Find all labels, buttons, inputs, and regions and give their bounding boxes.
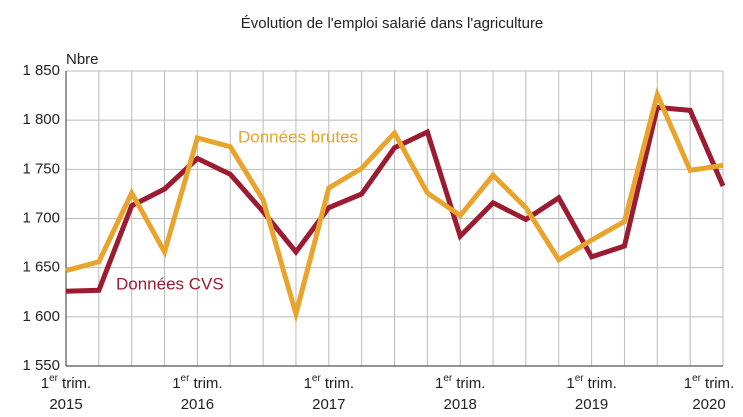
- y-tick-label: 1 750: [22, 160, 60, 177]
- quarter-word: trim.: [456, 375, 485, 392]
- data-line: [65, 104, 726, 294]
- quarter-word: trim.: [325, 375, 354, 392]
- x-tick-label: 2017: [312, 396, 345, 413]
- quarter-suffix: er: [49, 373, 59, 384]
- quarter-word: trim.: [193, 375, 222, 392]
- y-tick-label: 1 700: [22, 209, 60, 226]
- quarter-suffix: er: [692, 373, 702, 384]
- x-tick-label: 2015: [49, 396, 82, 413]
- y-tick-label: 1 800: [22, 111, 60, 128]
- quarter-word: trim.: [705, 375, 734, 392]
- y-tick-label: 1 600: [22, 308, 60, 325]
- quarter-suffix: er: [575, 373, 585, 384]
- quarter-number: 1: [41, 375, 49, 392]
- x-tick-label: 2016: [181, 396, 214, 413]
- chart-title: Évolution de l'emploi salarié dans l'agr…: [241, 15, 544, 32]
- quarter-suffix: er: [312, 373, 322, 384]
- x-tick-label: 2020: [692, 396, 725, 413]
- quarter-suffix: er: [181, 373, 191, 384]
- quarter-word: trim.: [62, 375, 91, 392]
- data-line: [65, 86, 724, 324]
- x-tick-label: 1er trim.: [566, 373, 616, 392]
- series-label: Données brutes: [238, 127, 358, 146]
- x-tick-label: 1er trim.: [172, 373, 222, 392]
- quarter-suffix: er: [443, 373, 453, 384]
- x-tick-label: 1er trim.: [435, 373, 485, 392]
- y-tick-label: 1 850: [22, 62, 60, 79]
- quarter-word: trim.: [588, 375, 617, 392]
- x-tick-label: 2019: [575, 396, 608, 413]
- quarter-number: 1: [684, 375, 692, 392]
- y-axis-label: Nbre: [66, 51, 99, 68]
- quarter-number: 1: [435, 375, 443, 392]
- series-label: Données CVS: [116, 274, 224, 293]
- quarter-number: 1: [304, 375, 312, 392]
- y-tick-label: 1 650: [22, 259, 60, 276]
- x-tick-label: 1er trim.: [684, 373, 734, 392]
- x-tick-label: 2018: [444, 396, 477, 413]
- quarter-number: 1: [566, 375, 574, 392]
- y-tick-label: 1 550: [22, 357, 60, 374]
- quarter-number: 1: [172, 375, 180, 392]
- x-tick-label: 1er trim.: [41, 373, 91, 392]
- x-tick-label: 1er trim.: [304, 373, 354, 392]
